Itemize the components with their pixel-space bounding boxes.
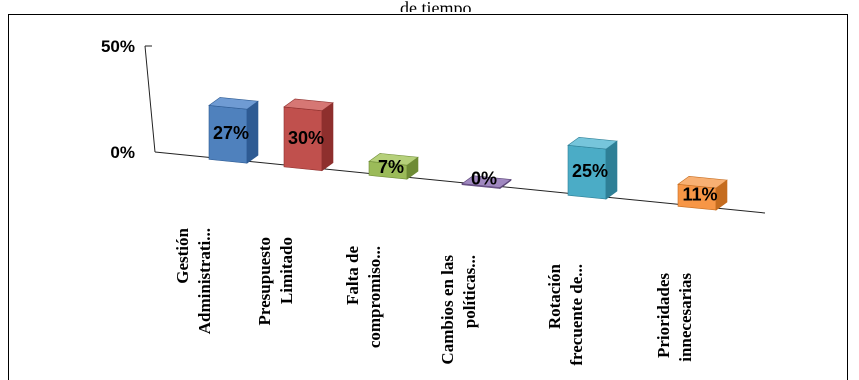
bar — [208, 97, 259, 164]
category-label: Presupuesto Limitado — [255, 237, 296, 325]
data-label: 11% — [682, 184, 717, 204]
bar — [368, 153, 419, 180]
data-label: 0% — [471, 169, 497, 189]
category-label: Rotación frecuente de... — [545, 263, 586, 365]
data-label: 30% — [288, 128, 324, 148]
category-label-line: frecuente de... — [567, 264, 586, 366]
category-label-line: Falta de — [343, 246, 362, 305]
category-label: Falta de compromiso... — [343, 246, 384, 349]
chart-bars: 27% 30% 7% 0% 25% 11% — [208, 97, 728, 211]
bar — [461, 175, 512, 190]
category-label-line: compromiso... — [365, 246, 384, 348]
bar — [677, 175, 728, 211]
chart-top-text: de tiempo — [400, 0, 472, 12]
chart-axes: 0% 50% — [101, 37, 766, 214]
category-label-line: Gestión — [173, 227, 192, 283]
data-label: 27% — [213, 123, 249, 143]
bar-top — [368, 153, 419, 166]
y-axis-line — [144, 45, 156, 153]
category-labels: Gestión Administrati... Presupuesto Limitad… — [173, 227, 695, 365]
bar — [567, 136, 618, 200]
baseline — [154, 151, 766, 214]
category-label-line: Rotación — [545, 263, 564, 329]
category-label: Prioridades innecesarias — [654, 273, 695, 362]
category-label-line: Prioridades — [654, 273, 673, 358]
bar-top — [461, 175, 512, 188]
category-label-line: innecesarias — [676, 273, 695, 362]
category-label-line: Limitado — [277, 237, 296, 304]
data-label: 7% — [378, 157, 404, 177]
bar-top — [567, 136, 618, 150]
category-label: Cambios en las políticas... — [438, 255, 479, 365]
y-tick-label: 0% — [110, 143, 135, 162]
bar — [283, 98, 334, 172]
bar-top — [677, 175, 728, 189]
bar-top — [283, 98, 334, 112]
category-label-line: Presupuesto — [255, 237, 274, 325]
data-label: 25% — [572, 161, 608, 181]
category-label-line: políticas... — [460, 255, 479, 328]
category-label-line: Cambios en las — [438, 255, 457, 365]
y-tick-label: 50% — [101, 37, 135, 56]
category-label: Gestión Administrati... — [173, 227, 214, 334]
bar-top — [208, 97, 259, 110]
category-label-line: Administrati... — [195, 228, 214, 334]
